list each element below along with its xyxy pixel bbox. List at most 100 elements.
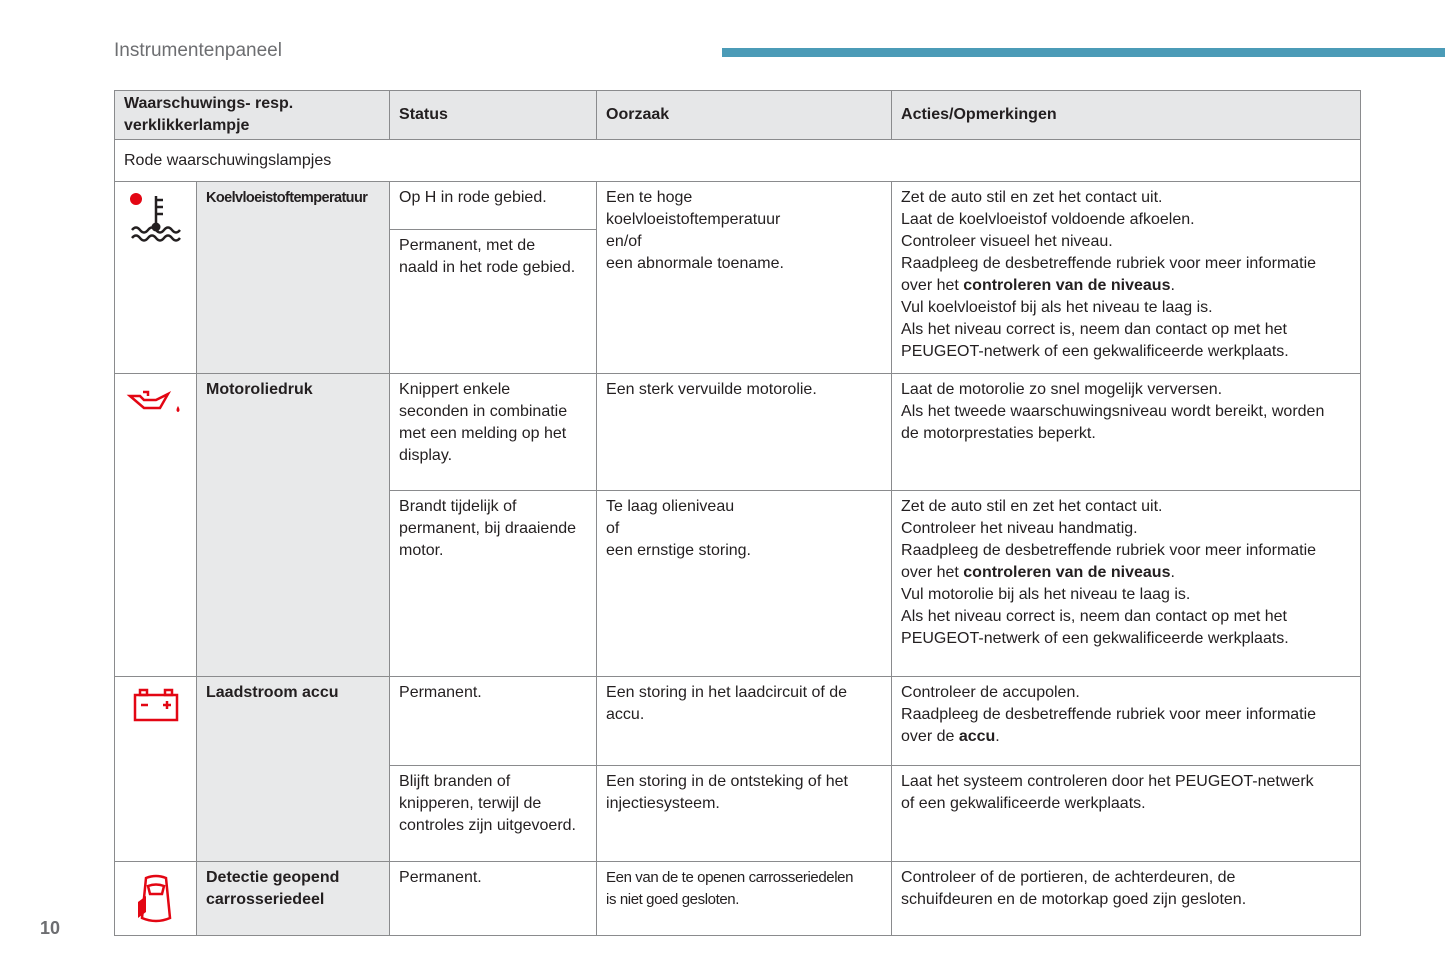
text-line: Controleer het niveau handmatig. xyxy=(901,520,1138,537)
text-line: seconden in combinatie xyxy=(399,403,568,420)
text-line: Raadpleeg de desbetreffende rubriek voor… xyxy=(901,542,1317,559)
cause-cell: Een storing in het laadcircuit of de accu… xyxy=(596,676,893,766)
text-line: Op H in rode gebied. xyxy=(399,189,547,206)
text-line: de motorprestaties beperkt. xyxy=(901,425,1096,442)
text-line: of een gekwalificeerde werkplaats. xyxy=(901,795,1146,812)
text-part: over het xyxy=(901,564,964,581)
section-header: Rode waarschuwingslampjes xyxy=(113,139,1362,182)
lamp-row: Brandt tijdelijk of permanent, bij draaie… xyxy=(115,490,1362,677)
lamp-icon xyxy=(137,874,171,923)
text-line: Raadpleeg de desbetreffende rubriek voor… xyxy=(901,255,1317,272)
cause-cell: Te laag olieniveau of een ernstige storing… xyxy=(596,490,893,677)
cause-cell: Een sterk vervuilde motorolie. xyxy=(596,373,893,491)
text-line: Als het tweede waarschuwingsniveau wordt… xyxy=(901,403,1325,420)
text-line: met een melding op het xyxy=(399,425,567,442)
page-number: 10 xyxy=(40,918,61,938)
text-line: Waarschuwings- resp. xyxy=(124,95,294,112)
text-line: Raadpleeg de desbetreffende rubriek voor… xyxy=(901,706,1317,723)
text-line: Laat het systeem controleren door het PE… xyxy=(901,773,1314,790)
column-header: Status xyxy=(389,90,598,140)
text-line: of xyxy=(606,520,620,537)
lamp-row: Koelvloeistoftemperatuur Op H in rode geb… xyxy=(114,181,1362,374)
cause-cell: Een te hoge koelvloeistoftemperatuur en/of… xyxy=(596,181,893,374)
action-cell: Zet de auto stil en zet het contact uit.… xyxy=(891,490,1362,677)
status-block: Blijft branden of knipperen, terwijl de co… xyxy=(391,767,596,843)
lamp-name: Laadstroom accu xyxy=(195,676,391,862)
bold-text: controleren van de niveaus xyxy=(963,277,1171,294)
text-line: naald in het rode gebied. xyxy=(399,259,576,276)
status-block: Permanent, met de naald in het rode gebie… xyxy=(391,230,596,284)
cause-cell: Een van de te openen carrosseriedelen is … xyxy=(596,861,893,936)
status-cell: Op H in rode gebied. Permanent, met de naa… xyxy=(389,181,598,374)
text-line: motor. xyxy=(399,542,444,559)
status-cell: Knippert enkele seconden in combinatie met… xyxy=(389,373,598,491)
text-part: . xyxy=(1170,277,1175,294)
status-cell: Permanent. xyxy=(389,861,598,936)
text-line: Controleer of de portieren, de achterdeu… xyxy=(901,869,1236,886)
text-line: over de accu. xyxy=(901,726,1351,748)
text-part: . xyxy=(995,728,1000,745)
text-line: een ernstige storing. xyxy=(606,542,751,559)
text-line: Vul motorolie bij als het niveau te laag… xyxy=(901,586,1191,603)
status-block: Permanent. xyxy=(391,678,596,710)
status-block: Knippert enkele seconden in combinatie met… xyxy=(391,375,596,473)
text-line: Permanent. xyxy=(399,869,482,886)
text-part: over de xyxy=(901,728,959,745)
text-part: . xyxy=(1170,564,1175,581)
text-line: Een storing in de ontsteking of het xyxy=(606,773,848,790)
warning-table: Waarschuwings- resp. verklikkerlampje Stat… xyxy=(113,90,1362,936)
lamp-row: Laadstroom accu Permanent. Een storing in … xyxy=(114,676,1362,862)
text-line: display. xyxy=(399,447,453,464)
column-header: Acties/Opmerkingen xyxy=(891,90,1362,140)
header-bar xyxy=(722,48,1445,57)
lamp-icon-cell xyxy=(114,861,197,936)
text-part: over het xyxy=(901,277,964,294)
text-line: over het controleren van de niveaus. xyxy=(901,275,1351,297)
text-line: een abnormale toename. xyxy=(606,255,784,272)
section-row: Rode waarschuwingslampjes xyxy=(113,139,1362,182)
lamp-icon-cell xyxy=(114,181,197,374)
text-line: Oorzaak xyxy=(606,106,670,123)
text-line: Brandt tijdelijk of xyxy=(399,498,517,515)
action-cell: Controleer of de portieren, de achterdeu… xyxy=(891,861,1362,936)
text-line: PEUGEOT-netwerk of een gekwalificeerde w… xyxy=(901,630,1289,647)
lamp-icon xyxy=(129,193,181,242)
cause-cell: Een storing in de ontsteking of het injec… xyxy=(596,765,893,862)
text-line: Een van de te openen carrosseriedelen xyxy=(606,869,854,886)
text-line: Vul koelvloeistof bij als het niveau te … xyxy=(901,299,1213,316)
text-line: Controleer visueel het niveau. xyxy=(901,233,1113,250)
status-block: Permanent. xyxy=(391,863,596,895)
text-line: Als het niveau correct is, neem dan cont… xyxy=(901,321,1287,338)
text-line: Permanent, met de xyxy=(399,237,536,254)
status-block: Brandt tijdelijk of permanent, bij draaie… xyxy=(391,492,596,568)
text-line: over het controleren van de niveaus. xyxy=(901,562,1351,584)
text-line: schuifdeuren en de motorkap goed zijn ge… xyxy=(901,891,1247,908)
lamp-row: Motoroliedruk Knippert enkele seconden in … xyxy=(114,373,1362,677)
text-line: controles zijn uitgevoerd. xyxy=(399,817,576,834)
text-line: permanent, bij draaiende xyxy=(399,520,577,537)
lamp-row: Blijft branden of knipperen, terwijl de co… xyxy=(115,765,1362,862)
text-line: Een te hoge xyxy=(606,189,693,206)
text-line: Status xyxy=(399,106,448,123)
text-line: Laat de koelvloeistof voldoende afkoelen… xyxy=(901,211,1195,228)
text-line: knipperen, terwijl de xyxy=(399,795,542,812)
lamp-name: Koelvloeistoftemperatuur xyxy=(195,181,391,374)
text-line: Permanent. xyxy=(399,684,482,701)
text-line: verklikkerlampje xyxy=(124,117,250,134)
text-line: Als het niveau correct is, neem dan cont… xyxy=(901,608,1287,625)
action-cell: Zet de auto stil en zet het contact uit.… xyxy=(891,181,1362,374)
text-line: Laat de motorolie zo snel mogelijk verve… xyxy=(901,381,1223,398)
bold-text: accu xyxy=(958,728,996,745)
text-line: Blijft branden of xyxy=(399,773,511,790)
status-block: Op H in rode gebied. xyxy=(390,183,596,230)
text-line: injectiesysteem. xyxy=(606,795,720,812)
bold-text: controleren van de niveaus xyxy=(963,564,1171,581)
lamp-name: Detectie geopend carrosseriedeel xyxy=(195,861,391,936)
action-cell: Laat het systeem controleren door het PE… xyxy=(891,765,1362,862)
lamp-row: Detectie geopend carrosseriedeel Permanen… xyxy=(114,861,1362,936)
lamp-icon xyxy=(133,688,178,722)
header-row: Waarschuwings- resp. verklikkerlampje Stat… xyxy=(113,90,1362,140)
text-line: Zet de auto stil en zet het contact uit. xyxy=(901,498,1163,515)
text-line: Een sterk vervuilde motorolie. xyxy=(606,381,817,398)
